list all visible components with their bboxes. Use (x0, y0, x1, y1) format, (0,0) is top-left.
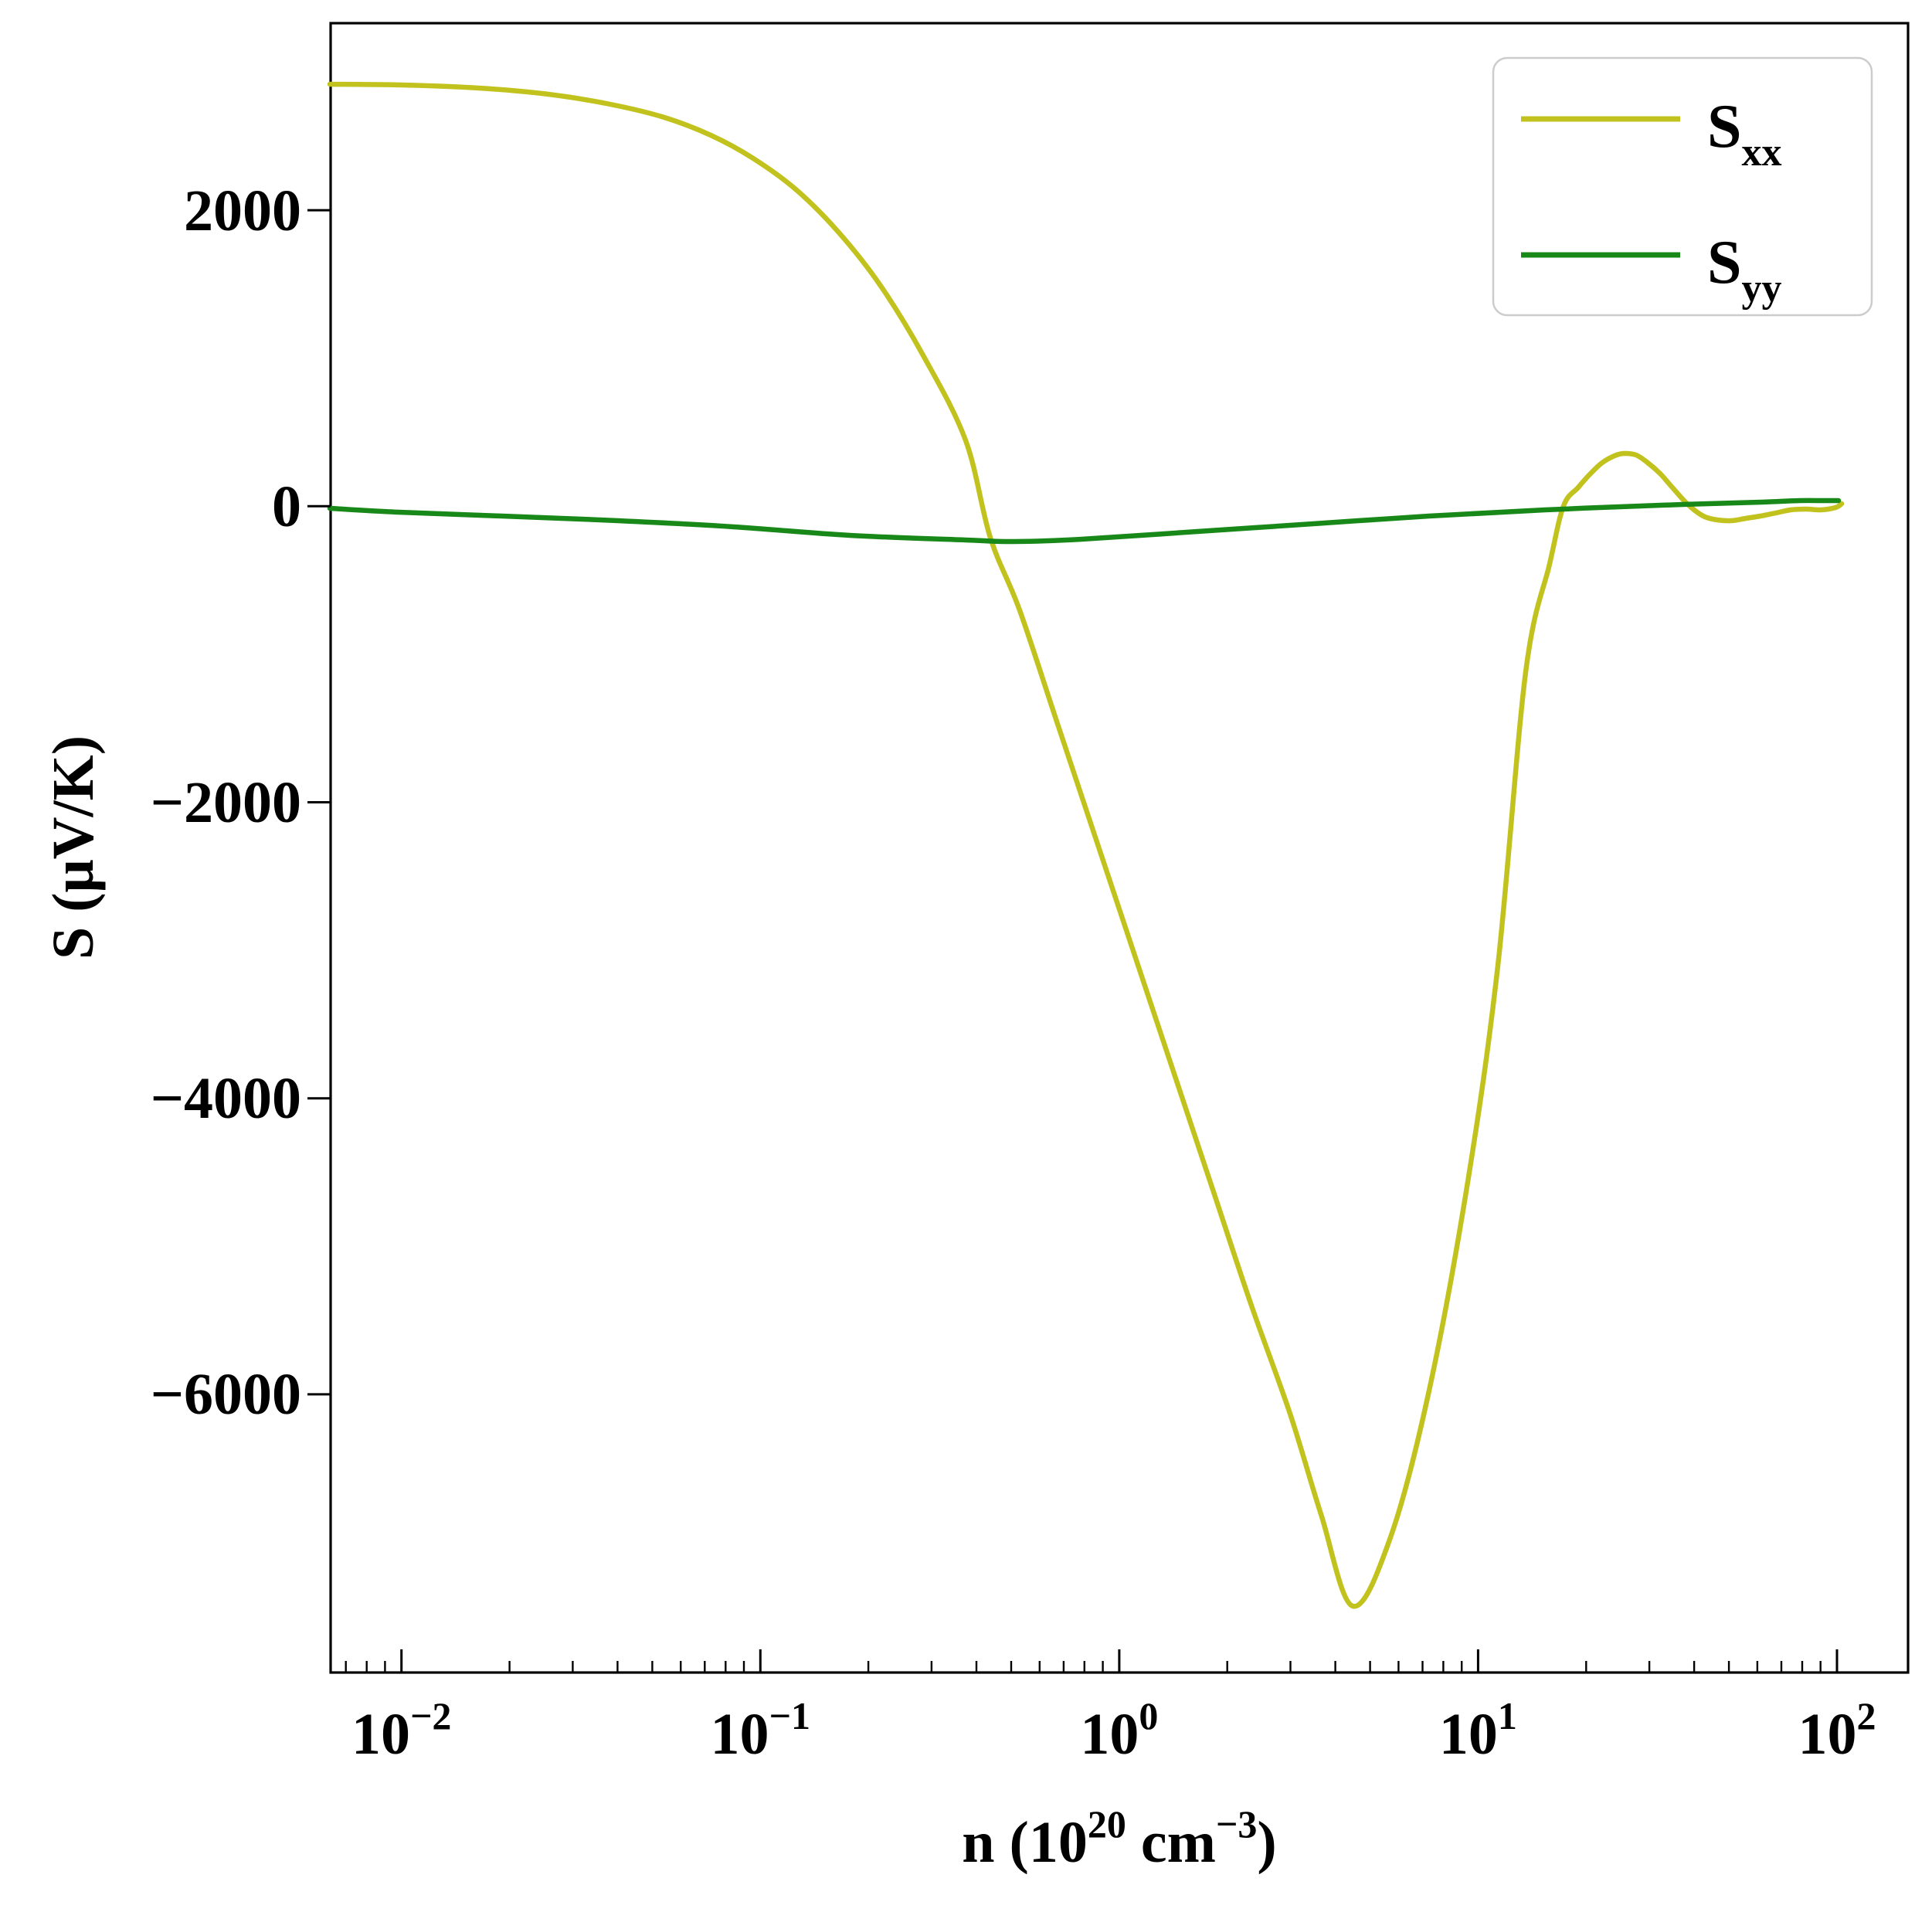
svg-text:−4000: −4000 (151, 1066, 301, 1131)
svg-text:2000: 2000 (184, 178, 301, 243)
svg-text:−2000: −2000 (151, 770, 301, 835)
svg-text:0: 0 (272, 474, 301, 539)
svg-text:S (μV/K): S (μV/K) (41, 735, 106, 959)
svg-text:−6000: −6000 (151, 1362, 301, 1427)
